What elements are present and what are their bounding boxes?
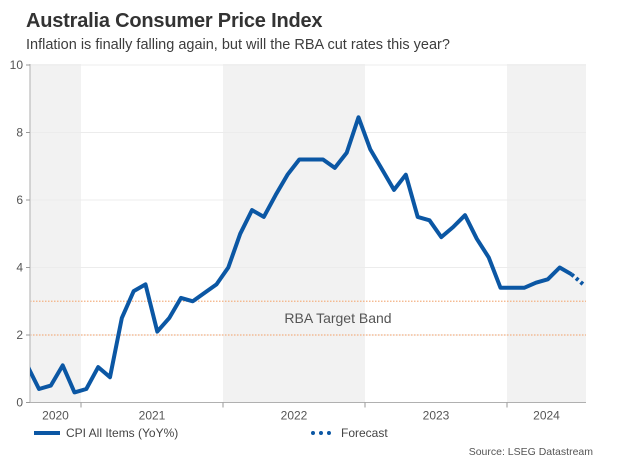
axes: [29, 64, 586, 403]
x-tick-label: 2023: [423, 409, 450, 423]
source-note: Source: LSEG Datastream: [468, 446, 593, 458]
x-tick-label: 2020: [42, 409, 69, 423]
y-tick-label: 0: [16, 396, 23, 410]
shade-2024: [507, 64, 586, 403]
chart-subtitle: Inflation is finally falling again, but …: [26, 37, 450, 53]
series-group: [30, 115, 585, 395]
legend-item-actual: CPI All Items (YoY%): [34, 426, 178, 440]
legend-dotted-line-icon: [311, 431, 331, 435]
legend-actual-label: CPI All Items (YoY%): [66, 426, 179, 440]
legend-item-forecast: Forecast: [311, 426, 388, 440]
y-tick-label: 6: [16, 193, 23, 207]
y-tick-label: 8: [16, 126, 23, 140]
y-axis-ticks: 0 2 4 6 8 10: [10, 58, 30, 410]
y-tick-label: 4: [16, 261, 23, 275]
shade-2020: [30, 64, 81, 403]
legend-forecast-label: Forecast: [341, 426, 388, 440]
chart-title: Australia Consumer Price Index: [26, 10, 323, 32]
shade-2022: [223, 64, 365, 403]
y-tick-label: 2: [16, 328, 23, 342]
y-tick-label: 10: [10, 58, 24, 72]
year-shading: [30, 64, 586, 403]
x-axis-ticks: 2020 2021 2022 2023 2024: [42, 402, 560, 423]
rba-target-band: RBA Target Band: [30, 300, 586, 336]
rba-target-band-label: RBA Target Band: [284, 310, 391, 326]
legend-solid-line-icon: [34, 431, 60, 435]
cpi-line: [30, 115, 573, 395]
x-tick-label: 2024: [533, 409, 560, 423]
forecast-line: [570, 272, 585, 286]
x-tick-label: 2022: [281, 409, 308, 423]
x-tick-label: 2021: [139, 409, 166, 423]
